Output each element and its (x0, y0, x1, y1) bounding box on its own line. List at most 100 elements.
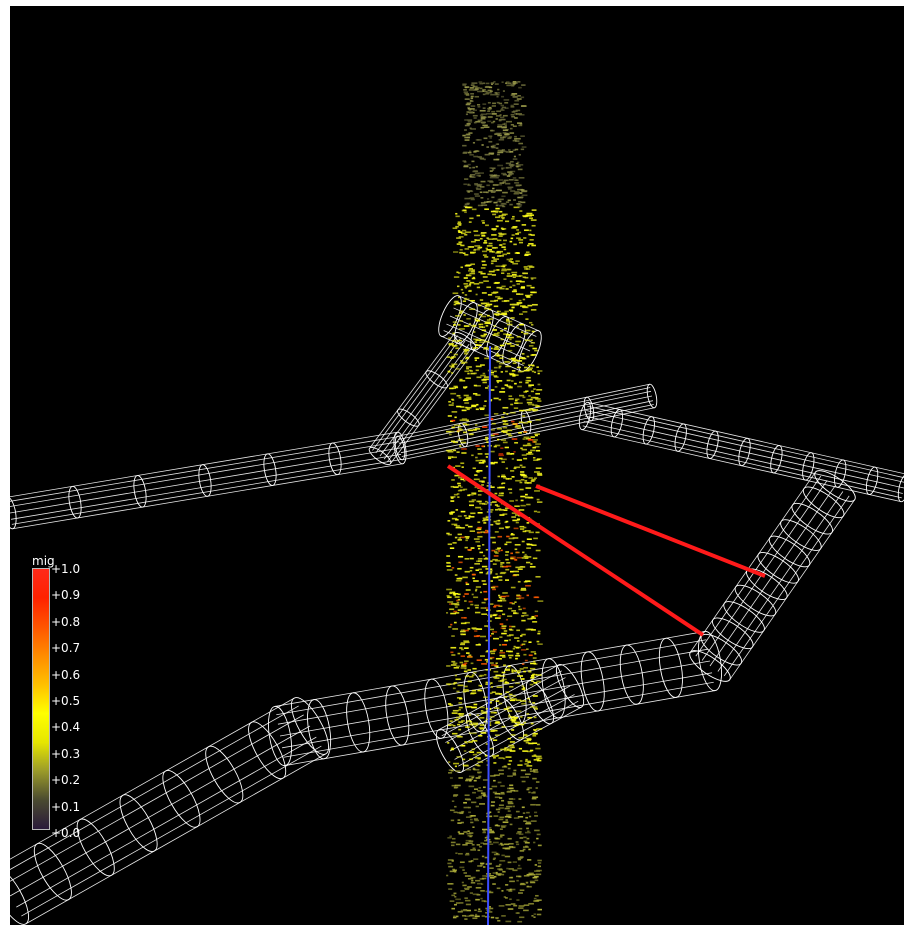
cloud-point (524, 276, 529, 279)
cloud-point (484, 856, 488, 859)
cloud-point (464, 286, 468, 289)
cloud-point (482, 460, 486, 463)
cloud-point (534, 433, 540, 436)
cloud-point (496, 239, 502, 242)
cloud-point (498, 398, 502, 401)
cloud-point (461, 720, 465, 722)
cloud-point (494, 604, 500, 607)
cloud-point (471, 879, 474, 882)
cloud-point (449, 365, 455, 367)
cloud-point (492, 883, 496, 885)
cloud-point (473, 324, 477, 327)
cloud-point (499, 357, 504, 359)
cloud-point (514, 441, 519, 444)
cloud-point (518, 875, 522, 878)
cloud-point (517, 723, 521, 725)
cloud-point (520, 135, 525, 137)
cloud-point (458, 231, 463, 233)
cloud-point (456, 430, 460, 433)
cloud-point (536, 472, 543, 475)
cloud-point (487, 89, 492, 92)
cloud-point (494, 93, 500, 96)
cloud-point (511, 720, 516, 722)
cloud-point (476, 214, 481, 217)
cloud-point (527, 367, 533, 369)
cloud-point (481, 144, 484, 146)
cloud-point (452, 321, 458, 323)
cloud-point (473, 89, 478, 91)
cloud-point (492, 144, 496, 147)
cloud-point (499, 649, 503, 652)
cloud-point (478, 795, 482, 798)
cloud-point (500, 116, 505, 119)
cloud-point (505, 541, 512, 544)
cloud-point (479, 114, 484, 117)
cloud-point (527, 556, 532, 558)
cloud-point (504, 310, 509, 313)
cloud-point (465, 539, 468, 542)
cloud-point (521, 353, 525, 355)
cloud-point (529, 683, 534, 686)
cloud-point (520, 587, 526, 590)
cloud-point (477, 558, 483, 560)
cloud-point (456, 601, 460, 604)
cloud-point (464, 402, 470, 404)
cloud-point (469, 272, 476, 275)
cloud-point (519, 280, 525, 283)
cloud-point (451, 419, 456, 422)
cloud-point (530, 339, 533, 342)
cloud-point (528, 654, 533, 657)
cloud-point (488, 827, 492, 829)
cloud-point (478, 175, 481, 177)
cloud-point (519, 313, 524, 315)
cloud-point (478, 326, 484, 328)
cloud-point (464, 641, 470, 644)
cloud-point (464, 248, 470, 250)
cloud-point (506, 452, 510, 454)
cloud-point (491, 686, 494, 688)
cloud-point (453, 915, 456, 918)
cloud-point (465, 768, 472, 771)
cloud-point (474, 193, 479, 195)
cloud-point (481, 712, 488, 714)
cloud-point (488, 434, 495, 437)
cloud-point (502, 429, 509, 432)
cloud-point (495, 674, 501, 677)
cloud-point (453, 385, 458, 388)
cloud-point (470, 692, 475, 695)
cloud-point (521, 357, 526, 360)
cloud-point (516, 597, 521, 600)
cloud-point (483, 347, 488, 349)
cloud-point (518, 200, 522, 203)
cloud-point (464, 119, 468, 121)
cloud-point (518, 142, 524, 145)
3d-viewport[interactable]: mig +1.0 +0.9 +0.8 +0.7 +0.6 +0.5 +0.4 +0.3 +0.2… (10, 6, 904, 925)
cloud-point (501, 766, 508, 768)
cloud-point (488, 106, 492, 109)
cloud-point (537, 600, 544, 602)
cloud-point (520, 447, 523, 450)
cloud-point (475, 319, 481, 322)
cloud-point (478, 480, 485, 482)
cloud-point (516, 629, 521, 632)
cloud-point (480, 315, 486, 318)
cloud-point (464, 621, 470, 624)
cloud-point (485, 639, 488, 642)
wireframe-scene[interactable] (10, 6, 904, 925)
cloud-point (512, 359, 518, 362)
cloud-point (502, 129, 508, 132)
cloud-point (450, 612, 457, 615)
cloud-point (512, 861, 518, 863)
cloud-point (470, 97, 474, 100)
cloud-point (491, 146, 496, 149)
cloud-point (514, 182, 520, 184)
cloud-point (470, 251, 476, 254)
cloud-point (506, 634, 511, 637)
cloud-point (512, 276, 516, 278)
cloud-point (522, 612, 527, 614)
cloud-point (498, 138, 505, 141)
cloud-point (461, 663, 464, 666)
cloud-point (459, 310, 464, 312)
cloud-point (531, 680, 534, 682)
cloud-point (504, 807, 510, 810)
